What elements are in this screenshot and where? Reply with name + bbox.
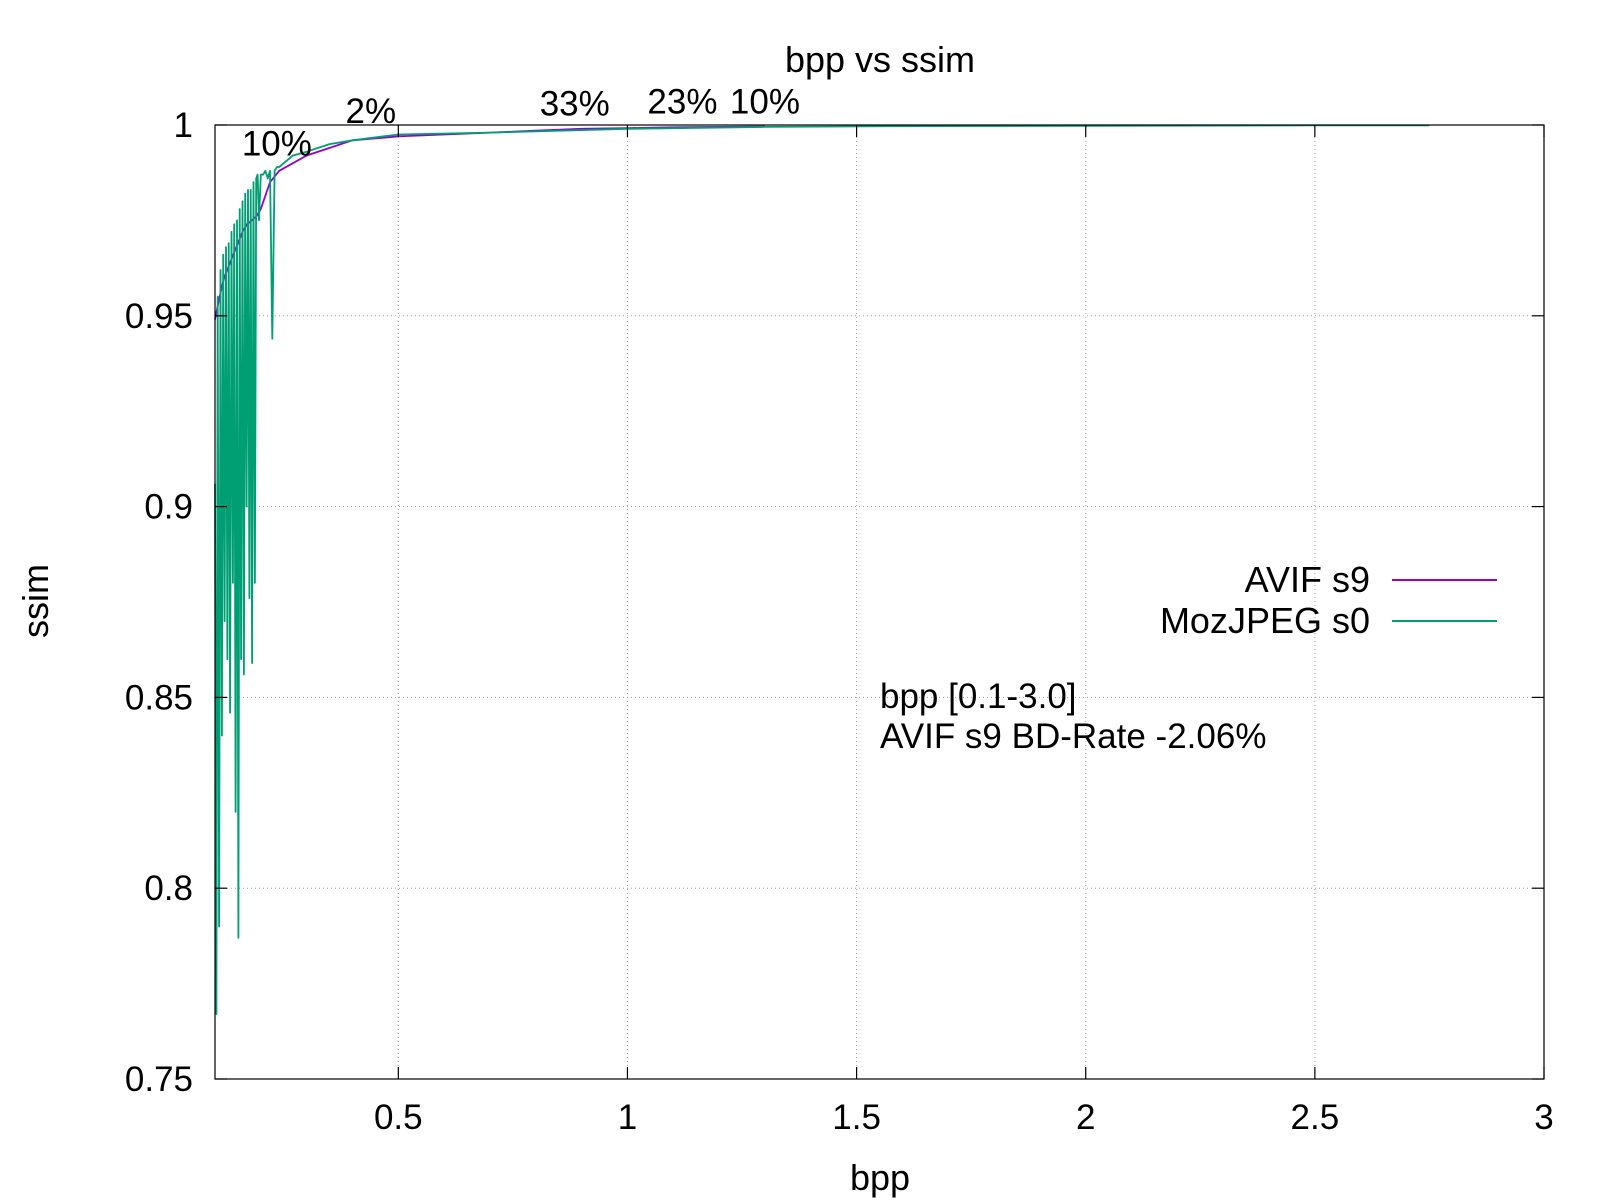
chart-title: bpp vs ssim <box>785 39 975 80</box>
note-line-range: bpp [0.1-3.0] <box>880 677 1077 716</box>
axis-ticks: 0.75 0.8 0.85 0.9 0.95 1 0.5 1 1.5 2 2.5 3 <box>125 106 1554 1137</box>
x-tick-label: 1.5 <box>832 1098 881 1137</box>
x-tick-label: 0.5 <box>374 1098 423 1137</box>
percent-annotation: 23% <box>647 83 717 122</box>
percent-annotation: 10% <box>242 125 312 164</box>
series-layer <box>214 124 1430 1015</box>
legend: AVIF s9 MozJPEG s0 <box>1160 559 1497 641</box>
note-line-bdrate: AVIF s9 BD-Rate -2.06% <box>880 717 1266 756</box>
x-tick-label: 2 <box>1076 1098 1095 1137</box>
legend-label-avif: AVIF s9 <box>1245 559 1370 600</box>
y-axis-label: ssim <box>15 564 56 638</box>
y-tick-label: 0.85 <box>125 678 193 717</box>
y-tick-label: 0.8 <box>144 869 193 908</box>
x-axis-label: bpp <box>850 1157 910 1198</box>
percent-annotation: 2% <box>346 92 397 131</box>
y-tick-label: 0.75 <box>125 1060 193 1099</box>
percent-annotation: 33% <box>540 84 610 123</box>
grid <box>215 125 1544 1079</box>
legend-label-mozjpeg: MozJPEG s0 <box>1160 600 1370 641</box>
series-line-mozjpeg-s0 <box>214 124 1430 1015</box>
x-tick-label: 3 <box>1534 1098 1553 1137</box>
y-tick-label: 0.95 <box>125 297 193 336</box>
percent-annotation: 10% <box>730 83 800 122</box>
annotations: 10% 2% 33% 23% 10% <box>242 83 800 164</box>
x-tick-label: 1 <box>618 1098 637 1137</box>
plot-frame <box>214 124 1545 1080</box>
y-tick-label: 0.9 <box>144 488 193 527</box>
bd-rate-note: bpp [0.1-3.0] AVIF s9 BD-Rate -2.06% <box>880 677 1266 756</box>
y-tick-label: 1 <box>174 106 193 145</box>
x-tick-label: 2.5 <box>1291 1098 1340 1137</box>
